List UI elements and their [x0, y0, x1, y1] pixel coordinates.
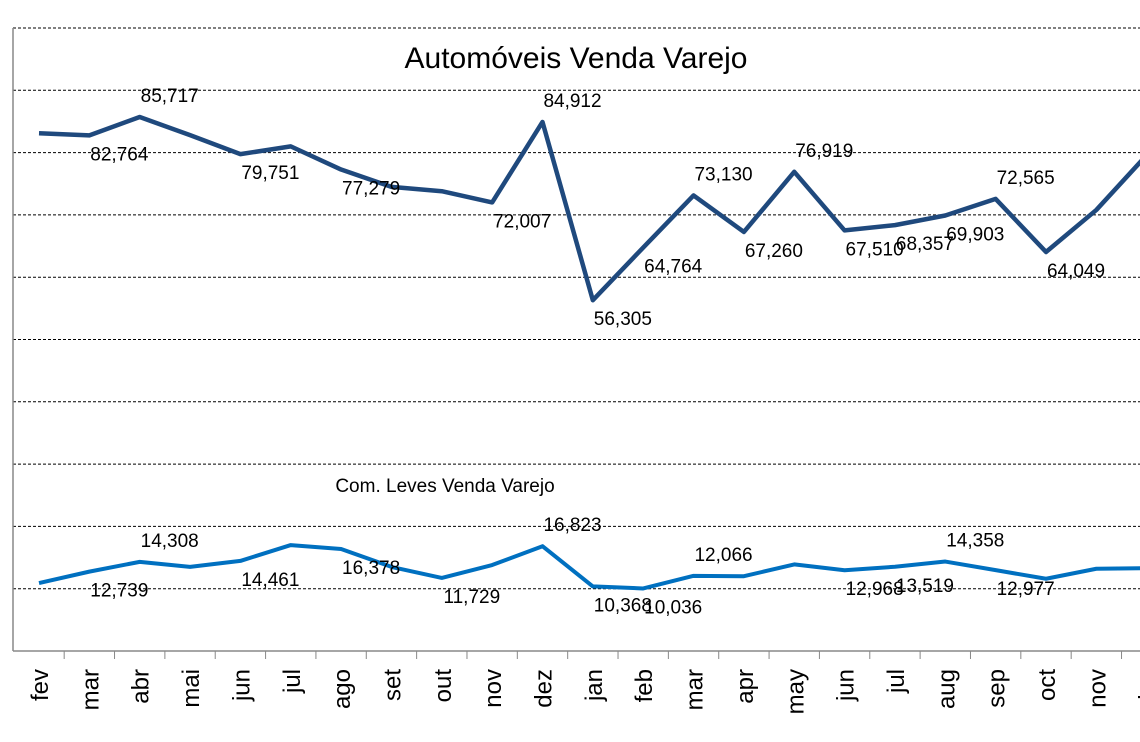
data-label: 12,977	[997, 579, 1055, 600]
data-label: 12,066	[694, 545, 752, 566]
x-tick-label: ago	[329, 669, 356, 709]
data-label: 82,764	[90, 144, 149, 165]
x-tick-label: mai	[178, 669, 205, 708]
x-tick-label: jun	[228, 669, 255, 702]
x-tick-label: mar	[682, 669, 709, 710]
x-tick-label: jul	[883, 669, 910, 694]
x-tick-label: jan	[581, 669, 608, 702]
data-label: 14,358	[946, 531, 1004, 552]
data-label: 68,357	[896, 234, 954, 255]
x-tick-label: dez	[1135, 669, 1140, 708]
data-label: 69,903	[946, 225, 1004, 246]
data-label: 56,305	[594, 309, 652, 330]
x-tick-label: mar	[77, 669, 104, 710]
data-label: 16,378	[342, 558, 400, 579]
x-tick-label: oct	[1034, 669, 1061, 701]
x-tick-label: feb	[631, 669, 658, 702]
data-label: 76,919	[795, 141, 853, 162]
data-label: 84,912	[543, 91, 601, 112]
x-tick-label: jul	[279, 669, 306, 694]
data-label: 64,049	[1047, 261, 1105, 282]
data-label: 14,461	[241, 570, 299, 591]
line	[38, 543, 1140, 591]
chart-subtitle: Com. Leves Venda Varejo	[335, 476, 554, 497]
data-label: 64,764	[644, 257, 703, 278]
data-label: 14,308	[141, 531, 199, 552]
data-label: 11,729	[443, 587, 500, 608]
data-label: 12,739	[90, 581, 148, 602]
data-label: 77,279	[342, 179, 400, 200]
data-label: 10,368	[594, 595, 652, 616]
x-tick-label: abr	[128, 669, 155, 704]
data-label: 85,717	[141, 86, 199, 107]
data-label: 79,751	[241, 163, 299, 184]
x-tick-label: fev	[27, 669, 54, 701]
x-tick-label: nov	[480, 669, 507, 708]
data-label: 72,007	[493, 211, 551, 232]
data-label: 16,823	[543, 515, 601, 536]
chart-title: Automóveis Venda Varejo	[405, 42, 748, 75]
x-tick-label: aug	[933, 669, 960, 709]
data-label: 67,510	[846, 239, 904, 260]
x-tick-label: dez	[531, 669, 558, 708]
data-label: 72,565	[997, 168, 1055, 189]
line	[38, 114, 1140, 303]
x-tick-label: sep	[984, 669, 1011, 708]
data-label: 73,130	[694, 164, 752, 185]
x-tick-label: out	[430, 669, 457, 703]
data-label: 13,519	[896, 576, 954, 597]
x-tick-label: jun	[833, 669, 860, 702]
x-tick-label: apr	[732, 669, 759, 704]
data-label: 12,968	[846, 579, 904, 600]
x-tick-label: may	[782, 669, 809, 714]
data-label: 10,036	[644, 597, 702, 618]
x-tick-label: nov	[1084, 669, 1111, 708]
x-tick-label: set	[379, 669, 406, 701]
data-label: 67,260	[745, 241, 803, 262]
